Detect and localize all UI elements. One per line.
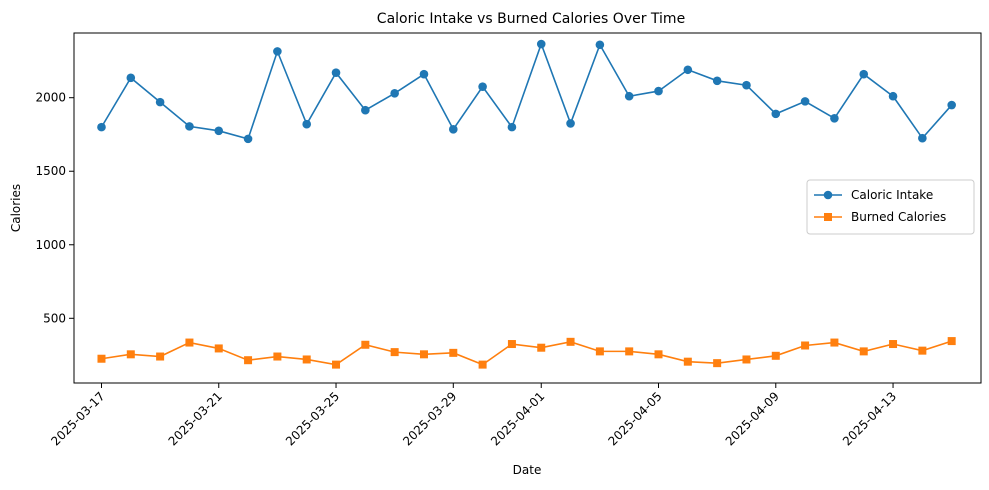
data-point bbox=[537, 343, 546, 352]
data-point bbox=[390, 348, 399, 357]
legend-items: Caloric Intake Burned Calories bbox=[814, 188, 946, 224]
data-point bbox=[419, 69, 429, 79]
chart-title: Caloric Intake vs Burned Calories Over T… bbox=[377, 11, 685, 27]
series-line bbox=[100, 41, 953, 140]
data-point bbox=[126, 350, 135, 359]
data-point bbox=[683, 357, 692, 366]
data-point bbox=[683, 65, 693, 75]
data-point bbox=[625, 347, 634, 356]
data-point bbox=[859, 69, 869, 79]
legend-label: Burned Calories bbox=[851, 210, 946, 224]
legend-marker bbox=[823, 190, 833, 200]
legend-item: Burned Calories bbox=[814, 210, 946, 224]
data-point bbox=[302, 355, 311, 364]
y-tick-label: 1000 bbox=[35, 238, 66, 252]
data-point bbox=[830, 113, 839, 123]
data-point bbox=[800, 97, 810, 106]
data-point bbox=[654, 350, 663, 359]
data-point bbox=[507, 340, 516, 349]
data-point bbox=[801, 341, 810, 350]
plot-area bbox=[73, 32, 982, 384]
data-point bbox=[595, 40, 605, 50]
data-point bbox=[244, 356, 253, 365]
data-point bbox=[156, 352, 165, 361]
data-point bbox=[243, 134, 253, 144]
data-point bbox=[273, 47, 282, 56]
data-point bbox=[859, 347, 868, 356]
y-tick-label: 1500 bbox=[35, 164, 66, 178]
data-point bbox=[97, 122, 106, 132]
data-point bbox=[742, 80, 751, 90]
data-point bbox=[478, 360, 487, 369]
data-point bbox=[273, 352, 282, 361]
y-tick-label: 2000 bbox=[35, 91, 66, 105]
data-point bbox=[947, 337, 956, 346]
legend-label: Caloric Intake bbox=[851, 188, 933, 202]
data-point bbox=[654, 86, 663, 96]
data-point bbox=[713, 359, 722, 368]
data-point bbox=[947, 100, 956, 110]
legend-box bbox=[806, 179, 975, 235]
data-point bbox=[419, 350, 428, 359]
data-point bbox=[712, 76, 722, 86]
series-line bbox=[101, 340, 952, 366]
data-point bbox=[97, 354, 106, 363]
data-point bbox=[331, 68, 341, 78]
data-point bbox=[361, 340, 370, 349]
data-point bbox=[566, 119, 575, 128]
legend: Caloric Intake Burned Calories bbox=[806, 179, 975, 235]
data-point bbox=[478, 82, 487, 91]
data-point bbox=[742, 355, 751, 364]
data-point bbox=[888, 91, 898, 101]
data-point bbox=[185, 122, 194, 131]
x-tick-label: 2025-04-01 bbox=[488, 389, 547, 448]
series-layer bbox=[97, 39, 956, 369]
data-point bbox=[889, 340, 898, 349]
data-point bbox=[595, 347, 604, 356]
y-axis-ticks: 500 1000 1500 2000 bbox=[35, 91, 74, 325]
data-point bbox=[830, 338, 839, 347]
data-point bbox=[771, 351, 780, 360]
x-axis-ticks: 2025-03-17 2025-03-21 2025-03-25 2025-03-29… bbox=[48, 383, 899, 448]
y-tick-label: 500 bbox=[43, 311, 66, 325]
x-tick-label: 2025-04-09 bbox=[723, 389, 782, 448]
data-point bbox=[155, 97, 165, 107]
data-point bbox=[126, 73, 136, 83]
data-point bbox=[449, 348, 458, 357]
x-tick-label: 2025-03-17 bbox=[48, 389, 107, 448]
x-tick-label: 2025-03-25 bbox=[283, 389, 342, 448]
data-point bbox=[302, 119, 312, 129]
legend-marker bbox=[824, 213, 832, 221]
data-point bbox=[507, 122, 517, 132]
data-point bbox=[448, 125, 458, 134]
data-point bbox=[214, 126, 224, 136]
data-point bbox=[361, 105, 370, 115]
x-axis-label: Date bbox=[513, 463, 542, 477]
data-point bbox=[390, 88, 399, 98]
series-burned-calories bbox=[97, 337, 956, 369]
x-tick-label: 2025-03-21 bbox=[166, 389, 225, 448]
data-point bbox=[566, 337, 575, 346]
legend-item: Caloric Intake bbox=[814, 188, 933, 202]
data-point bbox=[536, 39, 546, 49]
data-point bbox=[214, 344, 223, 353]
x-tick-label: 2025-04-13 bbox=[840, 389, 899, 448]
data-point bbox=[771, 109, 781, 119]
series-caloric-intake bbox=[97, 39, 956, 144]
data-point bbox=[918, 346, 927, 355]
x-tick-label: 2025-04-05 bbox=[605, 389, 664, 448]
data-point bbox=[332, 360, 341, 369]
data-point bbox=[185, 338, 194, 347]
data-point bbox=[624, 91, 634, 101]
x-tick-label: 2025-03-29 bbox=[400, 389, 459, 448]
data-point bbox=[918, 133, 927, 143]
y-axis-label: Calories bbox=[9, 184, 23, 232]
